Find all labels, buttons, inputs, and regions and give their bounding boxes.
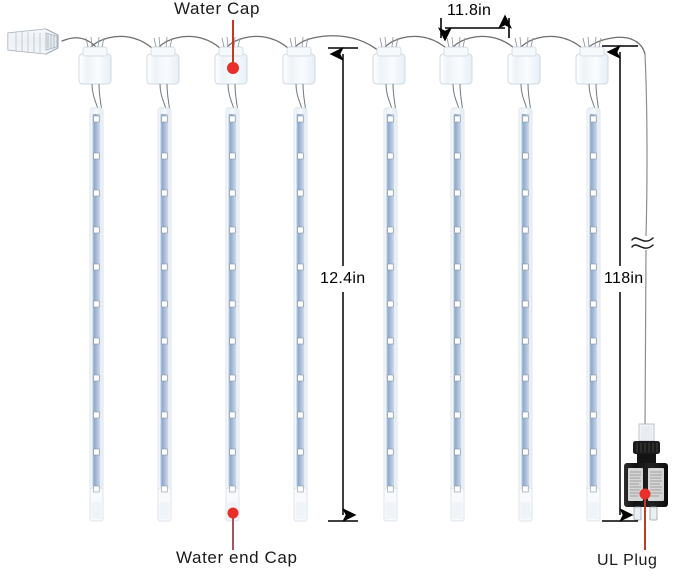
led-tube <box>78 36 112 522</box>
callout-water-cap <box>227 20 239 74</box>
label-dimension-lead-length: 118in <box>604 270 644 287</box>
led-tube-group <box>78 36 609 522</box>
label-dimension-tube-spacing: 11.8in <box>447 2 492 19</box>
led-tube <box>575 36 609 522</box>
dimension-tube-spacing <box>437 14 513 42</box>
label-water-cap: Water Cap <box>174 0 261 18</box>
led-tube <box>507 36 541 522</box>
wire-break-squiggle-icon <box>631 237 654 249</box>
input-connector-icon <box>7 28 59 55</box>
label-water-end-cap: Water end Cap <box>176 548 298 567</box>
ul-plug-icon <box>624 423 668 521</box>
top-wire-harness <box>61 35 646 58</box>
led-tube <box>439 36 473 522</box>
dimension-lead-length <box>602 44 638 523</box>
led-tube <box>214 36 248 522</box>
led-tube <box>282 36 316 522</box>
dimension-tube-length <box>328 46 358 523</box>
label-dimension-tube-length: 12.4in <box>320 270 366 287</box>
callout-ul-plug <box>639 488 651 550</box>
led-tube <box>372 36 406 522</box>
label-ul-plug: UL Plug <box>597 552 658 569</box>
power-lead-wire <box>644 53 648 433</box>
callout-water-end-cap <box>227 507 239 550</box>
led-tube <box>146 36 180 522</box>
